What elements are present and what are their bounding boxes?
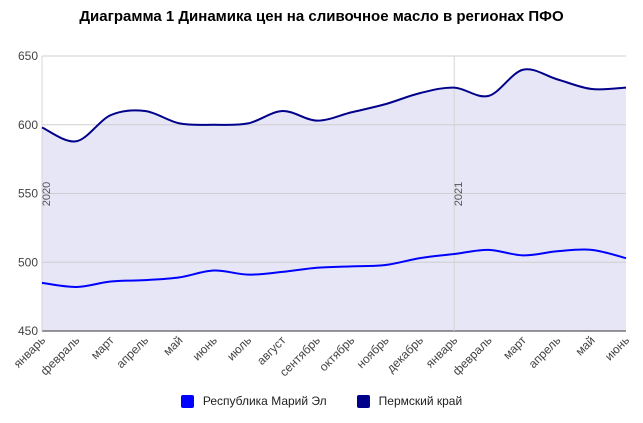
data-point-series-1 [75, 286, 78, 289]
data-point-series-2 [453, 86, 456, 89]
chart-title: Диаграмма 1 Динамика цен на сливочное ма… [79, 8, 564, 25]
y-tick-label: 450 [18, 324, 38, 338]
y-tick-label: 500 [18, 255, 38, 269]
x-tick-label: июнь [190, 333, 220, 363]
x-tick-label: июль [224, 333, 254, 363]
data-point-series-1 [556, 250, 559, 253]
data-point-series-1 [590, 248, 593, 251]
data-point-series-2 [247, 122, 250, 125]
data-point-series-2 [109, 114, 112, 117]
data-point-series-1 [41, 281, 44, 284]
data-point-series-2 [590, 88, 593, 91]
legend-swatch-series-1 [180, 394, 194, 408]
data-point-series-2 [75, 140, 78, 143]
data-point-series-2 [41, 126, 44, 129]
legend-label-series-1: Республика Марий Эл [202, 394, 327, 408]
data-point-series-2 [556, 78, 559, 81]
data-point-series-2 [144, 110, 147, 113]
data-point-series-2 [281, 110, 284, 113]
data-point-series-1 [144, 279, 147, 282]
data-point-series-1 [281, 270, 284, 273]
y-tick-label: 550 [18, 187, 38, 201]
series-line-2 [41, 68, 627, 143]
data-point-series-2 [212, 123, 215, 126]
chart-legend: Республика Марий Эл Пермский край [0, 394, 643, 408]
data-point-series-1 [350, 265, 353, 268]
data-point-series-1 [453, 253, 456, 256]
data-point-series-2 [418, 92, 421, 95]
data-point-series-1 [625, 257, 628, 260]
data-point-series-1 [247, 273, 250, 276]
x-tick-label: октябрь [316, 333, 357, 374]
data-point-series-2 [487, 94, 490, 97]
data-point-series-2 [384, 103, 387, 106]
data-point-series-2 [521, 68, 524, 71]
legend-label-series-2: Пермский край [378, 394, 463, 408]
year-marker-label: 2021 [453, 182, 465, 206]
x-tick-label: март [88, 333, 117, 362]
data-point-series-2 [315, 119, 318, 122]
data-point-series-1 [109, 280, 112, 283]
legend-item-series-1[interactable]: Республика Марий Эл [180, 394, 327, 408]
data-point-series-1 [418, 257, 421, 260]
data-point-series-1 [487, 248, 490, 251]
data-point-series-1 [212, 269, 215, 272]
data-point-series-1 [315, 266, 318, 269]
x-tick-label: декабрь [384, 333, 426, 375]
data-point-series-2 [625, 86, 628, 89]
year-marker-label: 2020 [41, 182, 53, 206]
y-tick-label: 650 [18, 49, 38, 63]
y-tick-label: 600 [18, 118, 38, 132]
legend-swatch-series-2 [356, 394, 370, 408]
legend-item-series-2[interactable]: Пермский край [356, 394, 463, 408]
data-point-series-2 [178, 122, 181, 125]
x-tick-label: апрель [526, 333, 564, 371]
data-point-series-1 [521, 254, 524, 257]
x-tick-label: апрель [113, 333, 151, 371]
data-point-series-1 [384, 264, 387, 267]
data-point-series-2 [350, 111, 353, 114]
x-tick-label: май [160, 333, 185, 358]
area-fill-series-2 [42, 69, 626, 331]
data-point-series-1 [178, 276, 181, 279]
series-line-1 [41, 248, 627, 289]
x-tick-label: июнь [602, 333, 632, 363]
x-tick-label: март [500, 333, 529, 362]
x-tick-label: май [573, 333, 598, 358]
